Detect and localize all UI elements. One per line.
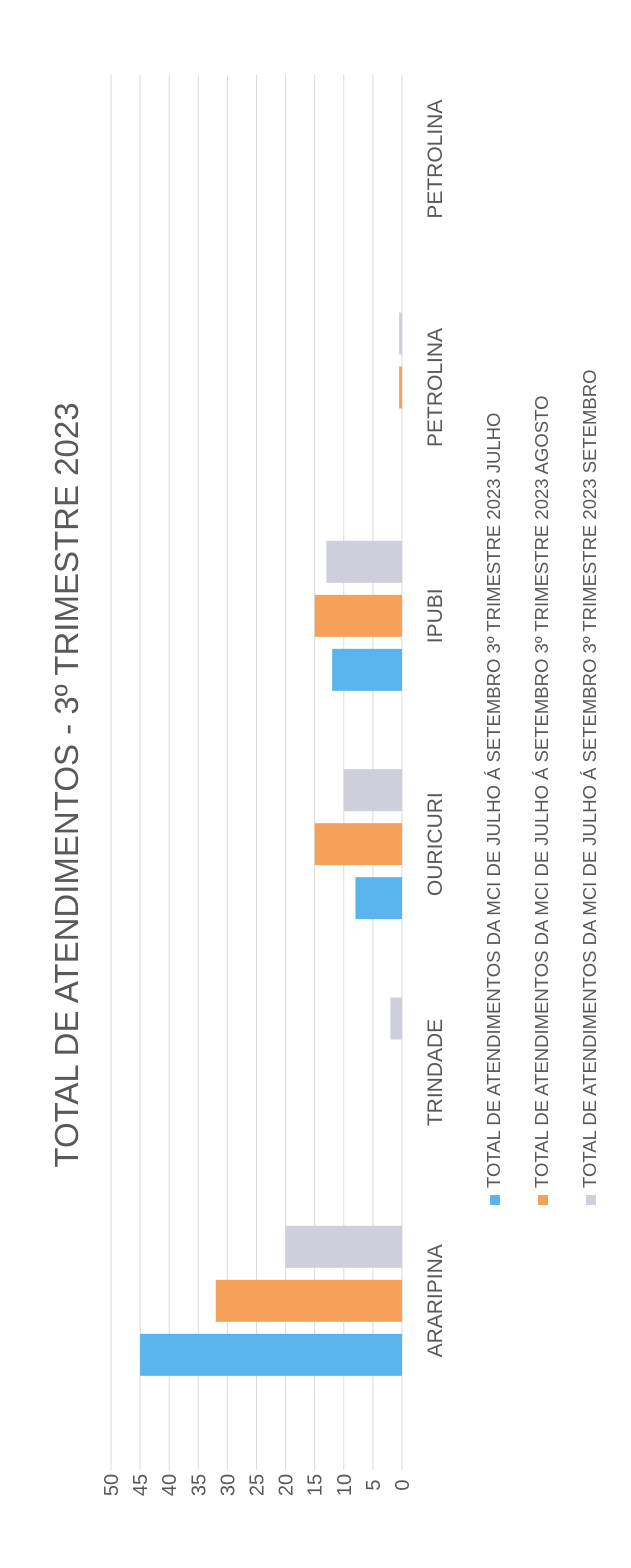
chart-title: TOTAL DE ATENDIMENTOS - 3º TRIMESTRE 202… [48, 402, 85, 1167]
legend-label: TOTAL DE ATENDIMENTOS DA MCI DE JULHO Á … [483, 413, 504, 1188]
legend: TOTAL DE ATENDIMENTOS DA MCI DE JULHO Á … [483, 369, 600, 1205]
category-label: TRINDADE [424, 1019, 447, 1126]
tick-label: 40 [159, 1474, 181, 1496]
category-label: IPUBI [424, 588, 447, 643]
bars [140, 312, 402, 1376]
bar [326, 540, 402, 583]
gridlines [110, 75, 403, 1470]
bar [215, 1279, 402, 1322]
value-axis: 05 10 15 20 25 30 35 40 45 50 [101, 1474, 414, 1496]
category-label: PETROLINA [424, 100, 447, 219]
legend-label: TOTAL DE ATENDIMENTOS DA MCI DE JULHO Á … [531, 395, 552, 1188]
bar [140, 1333, 402, 1376]
bar [314, 823, 402, 866]
bar [332, 648, 402, 691]
tick-label: 20 [276, 1474, 298, 1496]
bar [343, 769, 402, 812]
tick-label: 50 [101, 1474, 123, 1496]
tick-label: 15 [305, 1474, 327, 1496]
tick-label: 35 [188, 1474, 210, 1496]
tick-label: 45 [130, 1474, 152, 1496]
tick-label: 5 [363, 1479, 385, 1490]
category-label: OURICURI [424, 792, 447, 896]
bar [285, 1225, 402, 1268]
legend-swatch [538, 1195, 548, 1205]
category-label: ARARIPINA [424, 1244, 447, 1357]
bar [399, 366, 402, 409]
bar [390, 997, 402, 1040]
category-axis: ARARIPINA TRINDADE OURICURI IPUBI PETROLINA P… [424, 100, 447, 1358]
tick-label: 10 [334, 1474, 356, 1496]
bar [355, 877, 402, 920]
tick-label: 25 [247, 1474, 269, 1496]
tick-label: 30 [217, 1474, 239, 1496]
bar [399, 312, 402, 355]
legend-label: TOTAL DE ATENDIMENTOS DA MCI DE JULHO Á … [579, 369, 600, 1188]
legend-swatch [490, 1195, 500, 1205]
tick-label: 0 [392, 1479, 414, 1490]
bar [314, 594, 402, 637]
legend-swatch [586, 1195, 596, 1205]
category-label: PETROLINA [424, 328, 447, 447]
